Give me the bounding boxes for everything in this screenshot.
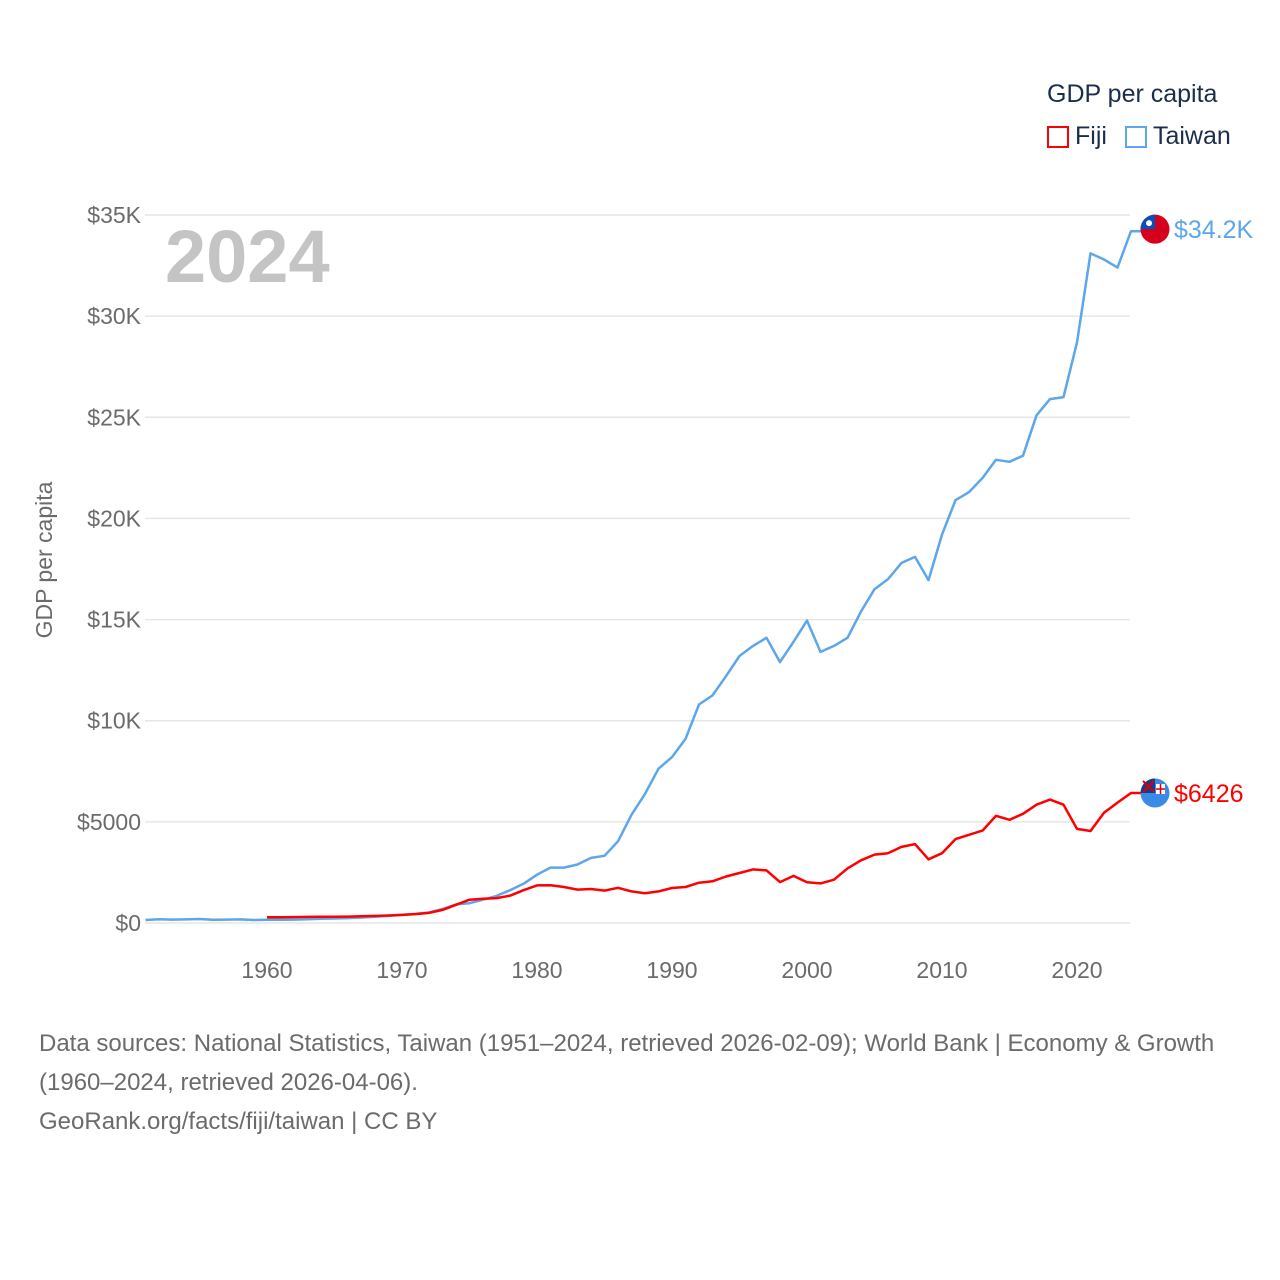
end-value-label-fiji: $6426	[1174, 780, 1244, 808]
legend-item-fiji[interactable]: Fiji	[1047, 122, 1107, 151]
y-tick-label: $15K	[87, 607, 141, 633]
legend-item-taiwan[interactable]: Taiwan	[1124, 122, 1231, 151]
flag-shield-cross	[1156, 784, 1165, 795]
legend-label-taiwan: Taiwan	[1152, 122, 1231, 150]
data-sources: Data sources: National Statistics, Taiwa…	[39, 1030, 1215, 1096]
footer: Data sources: National Statistics, Taiwa…	[39, 1024, 1239, 1141]
taiwan-flag-icon	[1140, 214, 1170, 244]
credit-link[interactable]: GeoRank.org/facts/fiji/taiwan | CC BY	[39, 1108, 438, 1135]
fiji-flag-icon	[1140, 778, 1170, 808]
x-tick-label: 2020	[1051, 957, 1102, 983]
x-tick-label: 1980	[511, 957, 562, 983]
end-value-label-taiwan: $34.2K	[1174, 216, 1254, 244]
y-tick-label: $5000	[77, 809, 141, 835]
flag-sun	[1146, 220, 1152, 227]
x-tick-label: 1970	[376, 957, 427, 983]
y-tick-label: $30K	[87, 303, 141, 329]
x-tick-label: 2000	[781, 957, 832, 983]
y-tick-label: $35K	[87, 202, 141, 228]
x-tick-label: 1960	[241, 957, 292, 983]
legend-title: GDP per capita	[1047, 80, 1218, 108]
series-line-taiwan	[145, 229, 1142, 922]
x-tick-label: 2010	[916, 957, 967, 983]
legend: Fiji Taiwan	[1047, 122, 1249, 151]
y-axis-title: GDP per capita	[31, 481, 57, 638]
legend-label-fiji: Fiji	[1075, 122, 1107, 150]
y-tick-label: $20K	[87, 505, 141, 531]
line-chart: $0 $5000 $10K $15K $20K $25K $30K $35K 1960 1970 1…	[31, 202, 1254, 983]
x-tick-label: 1990	[646, 957, 697, 983]
flag-cross	[1142, 780, 1155, 793]
y-tick-label: $0	[115, 910, 141, 936]
series-line-fiji	[266, 791, 1142, 919]
fiji-swatch-icon	[1047, 125, 1069, 148]
y-tick-label: $10K	[87, 708, 141, 734]
taiwan-swatch-icon	[1124, 125, 1147, 148]
y-tick-label: $25K	[87, 404, 141, 430]
year-label: 2024	[165, 215, 330, 298]
